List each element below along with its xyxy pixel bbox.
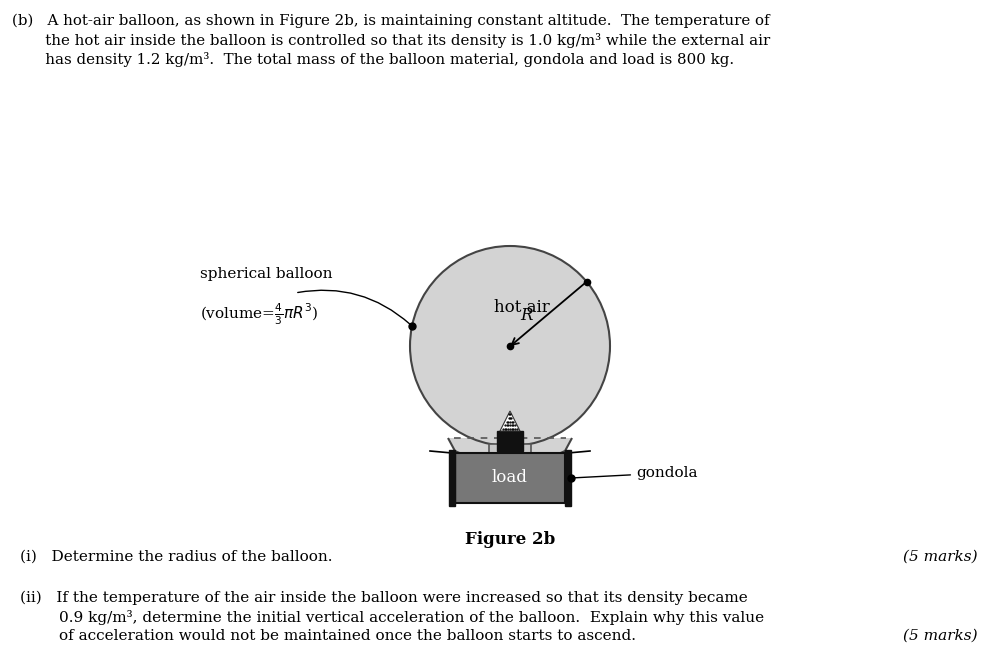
Text: (i)   Determine the radius of the balloon.: (i) Determine the radius of the balloon. [20,550,332,564]
PathPatch shape [448,438,572,472]
Text: Figure 2b: Figure 2b [465,531,555,548]
Bar [497,431,523,451]
Text: has density 1.2 kg/m³.  The total mass of the balloon material, gondola and load: has density 1.2 kg/m³. The total mass of… [12,52,735,67]
Bar [455,453,565,503]
Bar [489,444,531,472]
Text: the hot air inside the balloon is controlled so that its density is 1.0 kg/m³ wh: the hot air inside the balloon is contro… [12,33,770,48]
Text: hot air: hot air [494,300,550,316]
Polygon shape [500,411,520,431]
Bar [565,450,571,506]
Text: (volume=$\frac{4}{3}\pi R^3$): (volume=$\frac{4}{3}\pi R^3$) [200,301,318,326]
Text: load: load [492,470,528,486]
Text: (ii)   If the temperature of the air inside the balloon were increased so that i: (ii) If the temperature of the air insid… [20,591,748,605]
Text: (5 marks): (5 marks) [903,550,978,564]
Ellipse shape [410,246,610,446]
Text: 0.9 kg/m³, determine the initial vertical acceleration of the balloon.  Explain : 0.9 kg/m³, determine the initial vertica… [20,610,764,625]
Text: of acceleration would not be maintained once the balloon starts to ascend.: of acceleration would not be maintained … [20,629,636,643]
Text: (b)   A hot-air balloon, as shown in Figure 2b, is maintaining constant altitude: (b) A hot-air balloon, as shown in Figur… [12,14,769,29]
Text: spherical balloon: spherical balloon [200,267,332,281]
Text: (5 marks): (5 marks) [903,629,978,643]
Text: gondola: gondola [574,466,698,480]
Bar [449,450,455,506]
Text: R: R [520,306,532,324]
